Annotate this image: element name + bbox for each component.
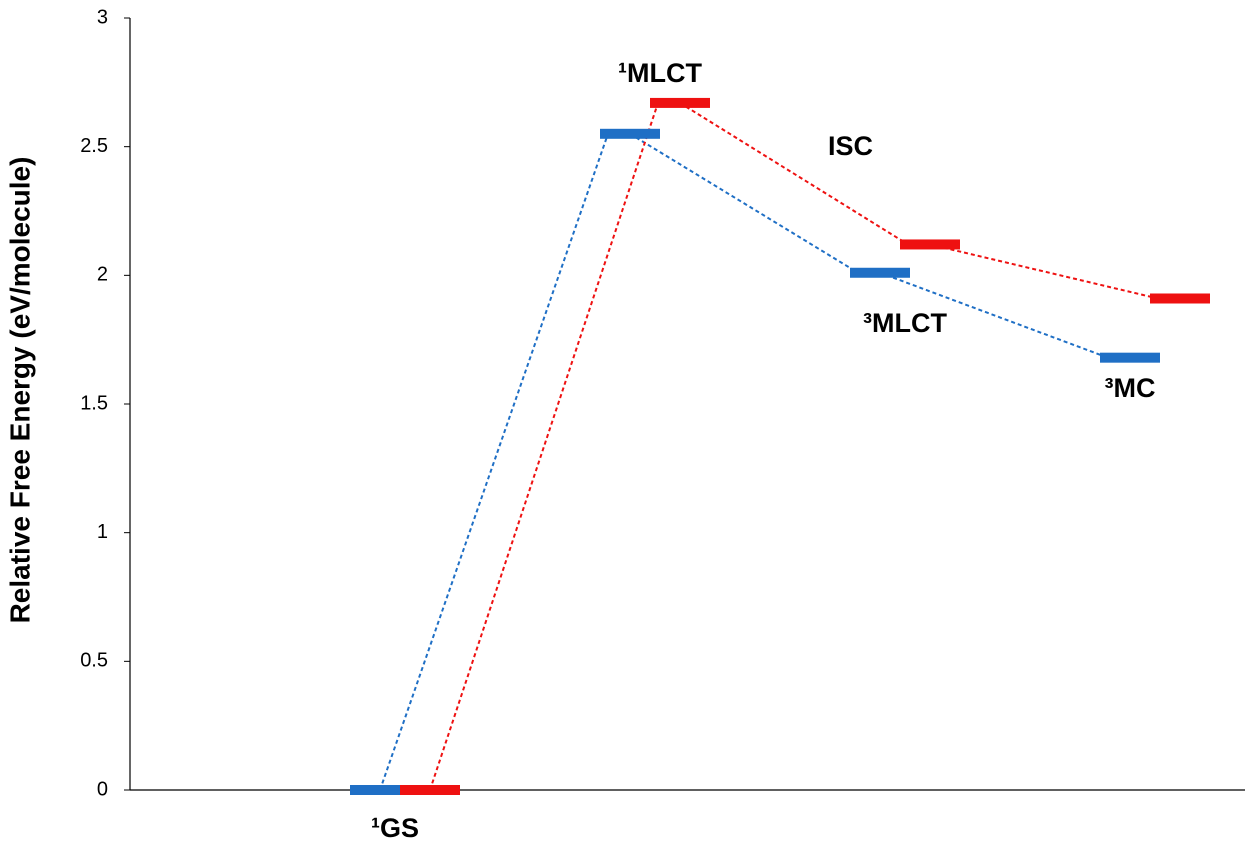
level-label: ¹MLCT [618,58,702,88]
energy-level-bar [1150,293,1210,304]
y-tick-label: 2 [97,264,108,286]
energy-level-bar [850,267,910,278]
energy-level-bar [1100,352,1160,363]
y-axis-label: Relative Free Energy (eV/molecule) [4,157,35,624]
y-tick-label: 2.5 [80,135,108,157]
connector [679,102,909,246]
connector [929,243,1159,300]
y-tick-label: 0.5 [80,650,108,672]
connector [429,102,659,791]
annotation: ISC [828,131,873,161]
level-label: ¹GS [371,813,419,843]
energy-level-bar [600,128,660,139]
connector [379,133,609,791]
level-label: ³MLCT [863,308,947,338]
energy-level-bar [900,239,960,250]
y-tick-label: 3 [97,6,108,28]
y-tick-label: 1.5 [80,392,108,414]
level-label: ³MC [1105,373,1156,403]
connector [879,271,1109,359]
connector [629,132,859,274]
energy-level-bar [400,785,460,795]
y-tick-label: 1 [97,521,108,543]
energy-level-bar [350,785,410,795]
energy-level-bar [650,97,710,108]
y-tick-label: 0 [97,778,108,800]
